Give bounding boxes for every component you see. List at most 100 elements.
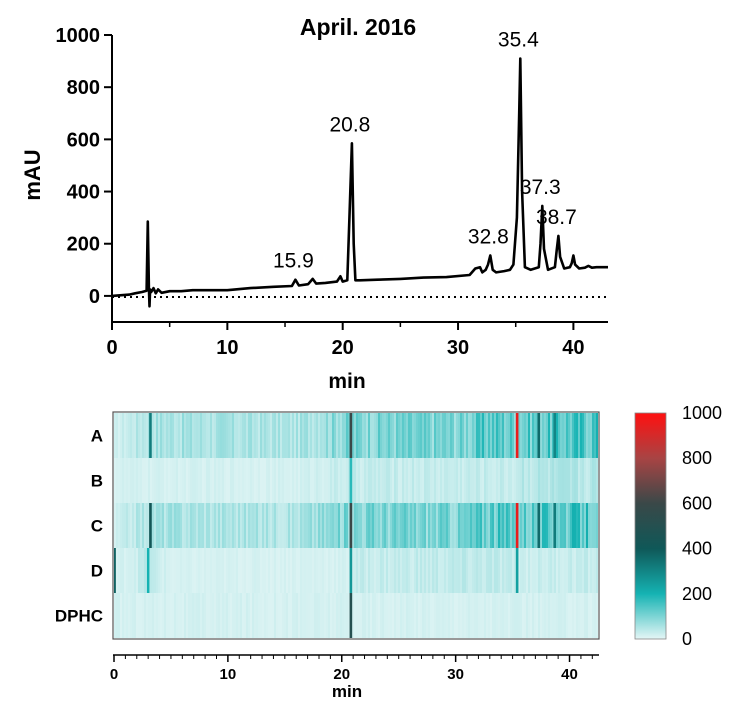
heatmap-cell xyxy=(390,593,393,638)
heatmap-cell xyxy=(124,503,127,548)
heatmap-cell xyxy=(326,548,329,593)
heatmap-cell xyxy=(396,548,399,593)
heatmap-cell xyxy=(490,548,493,593)
heatmap-cell xyxy=(390,548,393,593)
heatmap-row-label: B xyxy=(91,472,103,491)
heatmap-cell xyxy=(392,548,395,593)
heatmap-rows xyxy=(114,413,598,638)
heatmap-cell xyxy=(298,548,301,593)
heatmap-cell xyxy=(406,548,409,593)
heatmap-cell xyxy=(494,593,497,638)
heatmap-cell xyxy=(488,458,491,503)
heatmap-cell xyxy=(324,593,327,638)
heatmap-cell xyxy=(588,413,591,458)
heatmap-cell xyxy=(316,413,319,458)
heatmap-cell xyxy=(114,593,117,638)
heatmap-cell xyxy=(322,503,325,548)
heatmap-cell xyxy=(214,548,217,593)
heatmap-cell xyxy=(216,503,219,548)
heatmap-cell xyxy=(358,413,361,458)
heatmap-cell xyxy=(424,548,427,593)
heatmap-cell xyxy=(324,548,327,593)
heatmap-cell xyxy=(192,593,195,638)
heatmap-cell xyxy=(208,548,211,593)
heatmap-cell xyxy=(556,458,559,503)
heatmap-cell xyxy=(380,548,383,593)
heatmap-cell xyxy=(178,593,181,638)
heatmap-cell xyxy=(164,593,167,638)
heatmap-cell xyxy=(260,548,263,593)
heatmap-cell xyxy=(254,593,257,638)
heatmap-cell xyxy=(436,593,439,638)
heatmap-cell xyxy=(366,503,369,548)
heatmap-cell xyxy=(308,593,311,638)
heatmap-cell xyxy=(252,458,255,503)
heatmap-cell xyxy=(460,503,463,548)
heatmap-cell xyxy=(538,593,541,638)
heatmap-cell xyxy=(410,548,413,593)
heatmap-cell xyxy=(258,593,261,638)
heatmap-cell xyxy=(488,548,491,593)
heatmap-cell xyxy=(228,413,231,458)
heatmap-cell xyxy=(266,548,269,593)
heatmap-cell xyxy=(348,503,351,548)
heatmap-cell xyxy=(322,413,325,458)
heatmap-cell xyxy=(378,413,381,458)
heatmap-cell xyxy=(434,458,437,503)
heatmap-cell xyxy=(140,503,143,548)
heatmap-cell xyxy=(338,413,341,458)
heatmap-cell xyxy=(206,548,209,593)
heatmap-cell xyxy=(302,413,305,458)
heatmap-cell xyxy=(424,413,427,458)
heatmap-cell xyxy=(150,548,153,593)
heatmap-cell xyxy=(386,458,389,503)
heatmap-cell xyxy=(120,413,123,458)
heatmap-cell xyxy=(298,413,301,458)
heatmap-cell xyxy=(328,548,331,593)
heatmap-cell xyxy=(268,593,271,638)
heatmap-cell xyxy=(540,413,543,458)
heatmap-cell xyxy=(148,458,151,503)
heatmap-cell xyxy=(300,458,303,503)
heatmap-cell xyxy=(490,413,493,458)
heatmap-cell xyxy=(340,503,343,548)
heatmap-cell xyxy=(436,503,439,548)
heatmap-cell xyxy=(496,503,499,548)
heatmap-cell xyxy=(136,548,139,593)
heatmap-cell xyxy=(152,548,155,593)
heatmap-cell xyxy=(504,593,507,638)
heatmap-cell xyxy=(562,548,565,593)
heatmap-cell xyxy=(510,413,513,458)
heatmap-cell xyxy=(508,548,511,593)
heatmap-cell xyxy=(456,413,459,458)
heatmap-cell xyxy=(486,413,489,458)
heatmap-cell xyxy=(492,593,495,638)
heatmap-cell xyxy=(364,458,367,503)
heatmap-cell xyxy=(262,413,265,458)
heatmap-cell xyxy=(270,593,273,638)
heatmap-cell xyxy=(532,503,535,548)
heatmap-cell xyxy=(308,458,311,503)
heatmap-cell xyxy=(482,593,485,638)
heatmap-cell xyxy=(126,503,129,548)
heatmap-cell xyxy=(392,458,395,503)
heatmap-cell xyxy=(488,413,491,458)
heatmap-cell xyxy=(374,593,377,638)
y-axis-label: mAU xyxy=(20,149,45,200)
heatmap-cell xyxy=(216,458,219,503)
heatmap-cell xyxy=(418,548,421,593)
heatmap-cell xyxy=(556,503,559,548)
heatmap-cell xyxy=(518,503,521,548)
heatmap-cell xyxy=(154,503,157,548)
heatmap-cell xyxy=(344,503,347,548)
heatmap-cell xyxy=(224,593,227,638)
heatmap-peak-line xyxy=(349,548,353,593)
heatmap-cell xyxy=(300,413,303,458)
heatmap-cell xyxy=(552,458,555,503)
heatmap-cell xyxy=(316,593,319,638)
heatmap-cell xyxy=(410,413,413,458)
x-tick-label: 10 xyxy=(216,337,238,359)
heatmap-cell xyxy=(562,458,565,503)
heatmap-cell xyxy=(132,458,135,503)
heatmap-cell xyxy=(232,458,235,503)
